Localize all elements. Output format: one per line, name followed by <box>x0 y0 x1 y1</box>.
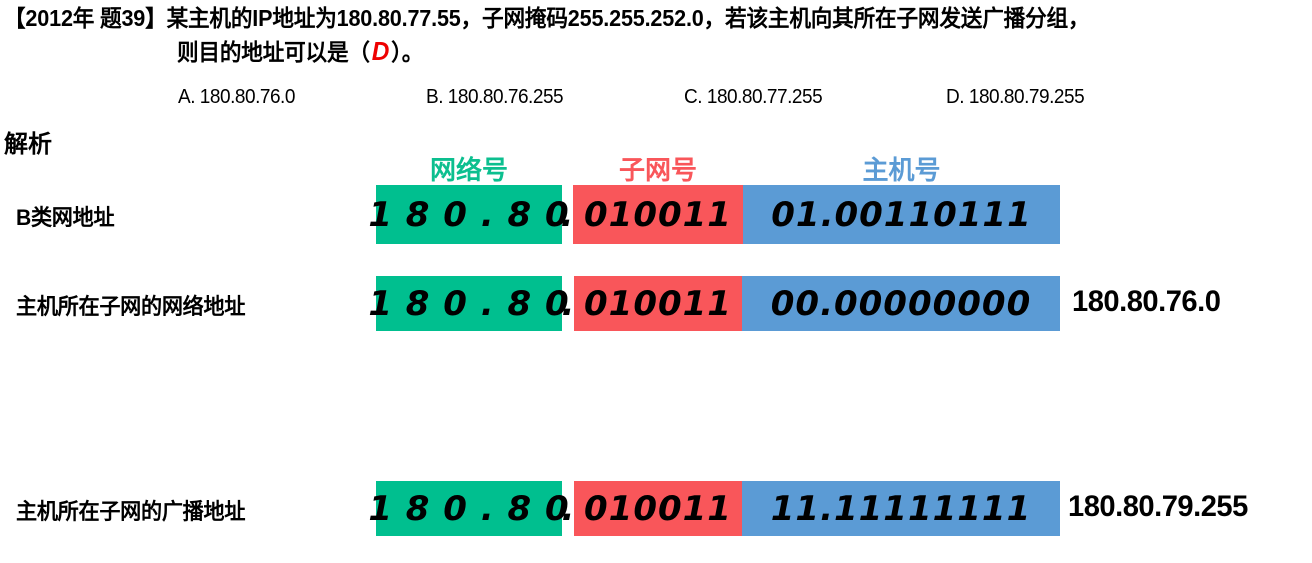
segment-subnet-broadcast-address: 010011 <box>574 481 742 536</box>
row-label-class-b: B类网地址 <box>16 205 115 230</box>
bits-wrap-network-address: 1 8 0 . 8 0 . 010011 00.00000000 <box>0 276 1312 331</box>
answer-letter: D <box>371 36 390 66</box>
segment-host-broadcast-address: 11.11111111 <box>742 481 1060 536</box>
option-a[interactable]: A. 180.80.76.0 <box>178 86 295 108</box>
question-line-2-prefix: 则目的地址可以是（ <box>176 39 370 65</box>
segment-separator-class-b: . <box>560 194 574 235</box>
segment-header-host: 主机号 <box>862 155 941 185</box>
question-block: 【2012年 题39】某主机的IP地址为180.80.77.55，子网掩码255… <box>4 2 1304 69</box>
option-b[interactable]: B. 180.80.76.255 <box>426 86 564 108</box>
options-row: A. 180.80.76.0 B. 180.80.76.255 C. 180.8… <box>178 86 1188 109</box>
diagram-row-broadcast-address: 主机所在子网的广播地址 1 8 0 . 8 0 . 010011 11.1111… <box>0 481 1312 536</box>
analysis-label: 解析 <box>4 131 52 158</box>
option-d[interactable]: D. 180.80.79.255 <box>946 86 1085 108</box>
question-line-1: 【2012年 题39】某主机的IP地址为180.80.77.55，子网掩码255… <box>4 5 1090 31</box>
bits-wrap-broadcast-address: 1 8 0 . 8 0 . 010011 11.11111111 <box>0 481 1312 536</box>
option-c[interactable]: C. 180.80.77.255 <box>684 86 823 108</box>
bits-wrap-class-b: 1 8 0 . 8 0 . 010011 01.00110111 <box>0 185 1312 244</box>
segment-subnet-network-address: 010011 <box>574 276 742 331</box>
segment-headers: 网络号 子网号 主机号 <box>0 150 1312 185</box>
segment-separator-broadcast-address: . <box>561 488 575 529</box>
row-result-broadcast-address: 180.80.79.255 <box>1068 490 1248 523</box>
segment-separator-network-address: . <box>561 283 575 324</box>
segment-network-broadcast-address: 1 8 0 . 8 0 <box>368 481 569 536</box>
question-line-2: 则目的地址可以是（D）。 <box>4 35 1226 69</box>
segment-host-network-address: 00.00000000 <box>742 276 1060 331</box>
diagram-row-class-b: B类网地址 1 8 0 . 8 0 . 010011 01.00110111 <box>0 185 1312 244</box>
question-line-2-suffix: ）。 <box>391 39 424 65</box>
segment-header-subnet: 子网号 <box>618 155 697 185</box>
row-label-broadcast-address: 主机所在子网的广播地址 <box>16 499 246 524</box>
row-result-network-address: 180.80.76.0 <box>1072 285 1221 318</box>
segment-subnet-class-b: 010011 <box>573 185 743 244</box>
row-label-network-address: 主机所在子网的网络地址 <box>16 294 246 319</box>
segment-host-class-b: 01.00110111 <box>743 185 1060 244</box>
segment-network-network-address: 1 8 0 . 8 0 <box>368 276 569 331</box>
segment-network-class-b: 1 8 0 . 8 0 <box>368 185 569 244</box>
segment-header-network: 网络号 <box>429 155 508 185</box>
diagram-row-network-address: 主机所在子网的网络地址 1 8 0 . 8 0 . 010011 00.0000… <box>0 276 1312 331</box>
